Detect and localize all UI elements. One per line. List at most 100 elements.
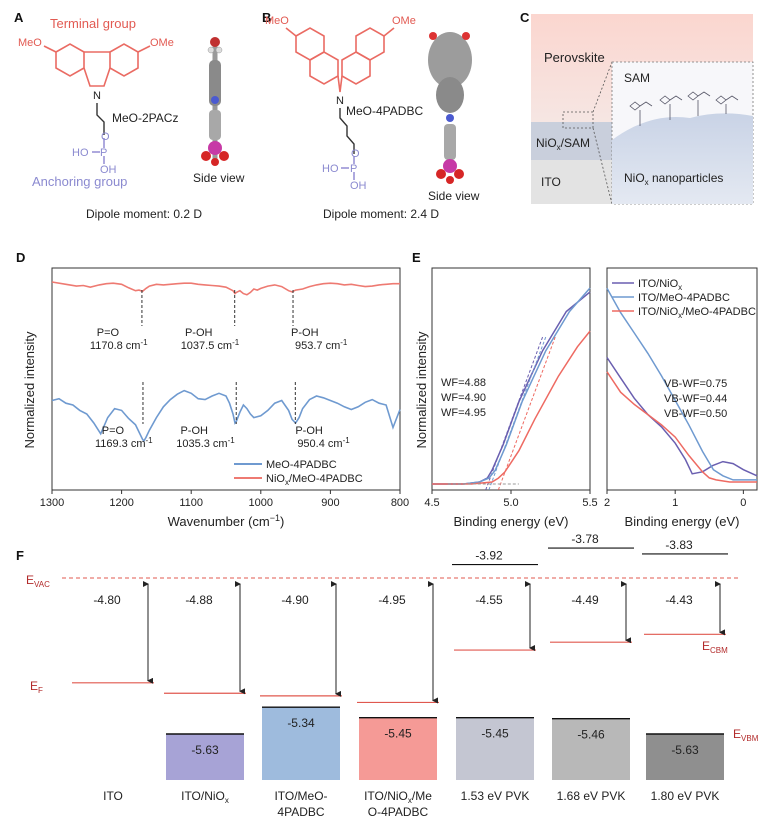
- annotation-value-d: 1169.3 cm-1: [95, 436, 153, 450]
- meo-left-a: MeO: [18, 37, 42, 49]
- vbm-block: [262, 707, 340, 780]
- ylabel-d: Normalized intensity: [22, 331, 37, 449]
- ome-right-b: OMe: [392, 15, 416, 27]
- cbm-value: -3.78: [571, 532, 599, 546]
- x-ticks-d: 1300 1200 1100 1000 900 800: [40, 490, 409, 509]
- x-tick-label-e-left: 4.5: [424, 497, 439, 509]
- meo-left-b: MeO: [265, 15, 289, 27]
- work-function-value: -4.95: [378, 593, 406, 607]
- vb-label-e: VB-WF=0.44: [664, 393, 727, 405]
- energy-columns: -4.80 ITO -4.88 -5.63 ITO/NiOx -4.90 -5.34 ITO/…: [72, 532, 728, 819]
- phosphonic-acid-b: [341, 156, 355, 180]
- dipole-b: Dipole moment: 2.4 D: [323, 207, 439, 221]
- x-ticks-e: 4.5 5.0 5.5 2 1 0: [424, 490, 746, 509]
- nanoparticles-label: NiOx nanoparticles: [624, 171, 723, 187]
- legend-e: ITO/NiOx ITO/MeO-4PADBC ITO/NiOx/MeO-4PA…: [612, 278, 756, 320]
- phosphorus-b: P: [350, 163, 357, 175]
- column-label: 1.53 eV PVK: [461, 789, 530, 803]
- column-label: 1.80 eV PVK: [651, 789, 720, 803]
- oh-b: OH: [350, 180, 367, 192]
- sam-label: SAM: [624, 71, 650, 85]
- series-lines-e: [432, 287, 758, 491]
- work-function-value: -4.90: [281, 593, 309, 607]
- work-function-value: -4.49: [571, 593, 599, 607]
- panel-label-e: E: [412, 250, 421, 265]
- vbm-block: [359, 717, 437, 780]
- wf-labels-e: WF=4.88 WF=4.90 WF=4.95 VB-WF=0.75 VB-WF=0.4…: [441, 377, 727, 420]
- x-tick-label-e-right: 1: [672, 497, 678, 509]
- panel-c: C Perovskite SAM NiOx/SAM ITO NiOx nanop…: [520, 10, 754, 205]
- x-tick-label-d: 800: [391, 497, 409, 509]
- panel-label-a: A: [14, 10, 24, 25]
- ho-a: HO: [72, 147, 89, 159]
- legend-e-meo: ITO/MeO-4PADBC: [638, 292, 730, 304]
- annotation-label-d: P-OH: [180, 425, 208, 437]
- legend-e-nio: ITO/NiOx: [638, 278, 682, 292]
- panel-a: A Terminal group MeO OMe N MeO-2PACz O P…: [14, 10, 245, 221]
- vbm-block: [456, 717, 534, 780]
- side-view-label-b: Side view: [428, 189, 480, 203]
- wf-label-e: WF=4.88: [441, 377, 486, 389]
- tangent-e-left-0: [485, 336, 544, 491]
- side-view-model-b: [428, 32, 472, 184]
- carbazole-structure: [43, 43, 151, 87]
- side-view-model-a: [201, 37, 229, 166]
- vbm-block: [552, 718, 630, 780]
- annotation-value-d: 1037.5 cm-1: [181, 338, 240, 352]
- panel-label-b: B: [262, 10, 271, 25]
- xlabel-d: Wavenumber (cm−1): [168, 513, 285, 529]
- xlabel-e-right: Binding energy (eV): [625, 514, 740, 529]
- tangent-e-left-1: [488, 336, 547, 491]
- annotation-label-d: P=O: [97, 327, 120, 339]
- series-line-e-right-1: [606, 287, 757, 481]
- annotation-value-d: 953.7 cm-1: [295, 338, 348, 352]
- x-tick-label-d: 1000: [249, 497, 273, 509]
- x-tick-label-e-right: 2: [604, 497, 610, 509]
- column-label: ITO/MeO-: [274, 789, 327, 803]
- xlabel-e-left: Binding energy (eV): [454, 514, 569, 529]
- alkyl-chain-b: [339, 108, 355, 154]
- x-tick-label-e-left: 5.5: [582, 497, 597, 509]
- work-function-value: -4.80: [93, 593, 121, 607]
- annotation-value-d: 1035.3 cm-1: [176, 436, 235, 450]
- legend-d-nio: NiOx/MeO-4PADBC: [266, 473, 363, 487]
- ecbm-label: ECBM: [702, 639, 728, 655]
- ho-b: HO: [322, 163, 339, 175]
- series-line-d-1: [51, 389, 401, 443]
- series-line-e-left-2: [432, 330, 591, 485]
- series-line-e-right-0: [606, 357, 758, 477]
- x-tick-label-d: 1100: [179, 497, 203, 509]
- perovskite-label: Perovskite: [544, 50, 605, 65]
- anchoring-group-label: Anchoring group: [32, 174, 127, 189]
- legend-d-meo: MeO-4PADBC: [266, 459, 337, 471]
- oxygen-top-b: O: [351, 148, 360, 160]
- nanoparticle-surface: [612, 113, 753, 204]
- evbm-label: EVBM: [733, 727, 759, 743]
- cbm-value: -3.92: [475, 549, 503, 563]
- vbm-value: -5.45: [481, 727, 509, 741]
- wf-label-e: WF=4.90: [441, 392, 486, 404]
- nitrogen-b: N: [336, 95, 344, 107]
- vbm-block: [166, 734, 244, 780]
- vb-label-e: VB-WF=0.50: [664, 408, 727, 420]
- vbm-value: -5.34: [287, 716, 315, 730]
- series-line-e-right-2: [606, 371, 757, 483]
- legend-e-nio-meo: ITO/NiOx/MeO-4PADBC: [638, 306, 756, 320]
- panel-b: B MeO OMe N MeO-4PADBC O P HO OH: [262, 10, 480, 221]
- oh-a: OH: [100, 164, 117, 176]
- column-label: ITO/NiOx/Me: [364, 789, 432, 805]
- legend-d: MeO-4PADBC NiOx/MeO-4PADBC: [234, 459, 363, 487]
- x-tick-label-e-left: 5.0: [503, 497, 518, 509]
- x-tick-label-d: 1300: [40, 497, 64, 509]
- vb-label-e: VB-WF=0.75: [664, 378, 727, 390]
- work-function-value: -4.43: [665, 593, 693, 607]
- terminal-group-label: Terminal group: [50, 16, 136, 31]
- column-label-line2: 4PADBC: [277, 805, 324, 819]
- annotation-label-d: P-OH: [295, 425, 323, 437]
- side-view-label-a: Side view: [193, 171, 245, 185]
- molecule-name-a: MeO-2PACz: [112, 111, 178, 125]
- vbm-block: [646, 734, 724, 780]
- molecule-name-b: MeO-4PADBC: [346, 104, 423, 118]
- cbm-value: -3.83: [665, 538, 693, 552]
